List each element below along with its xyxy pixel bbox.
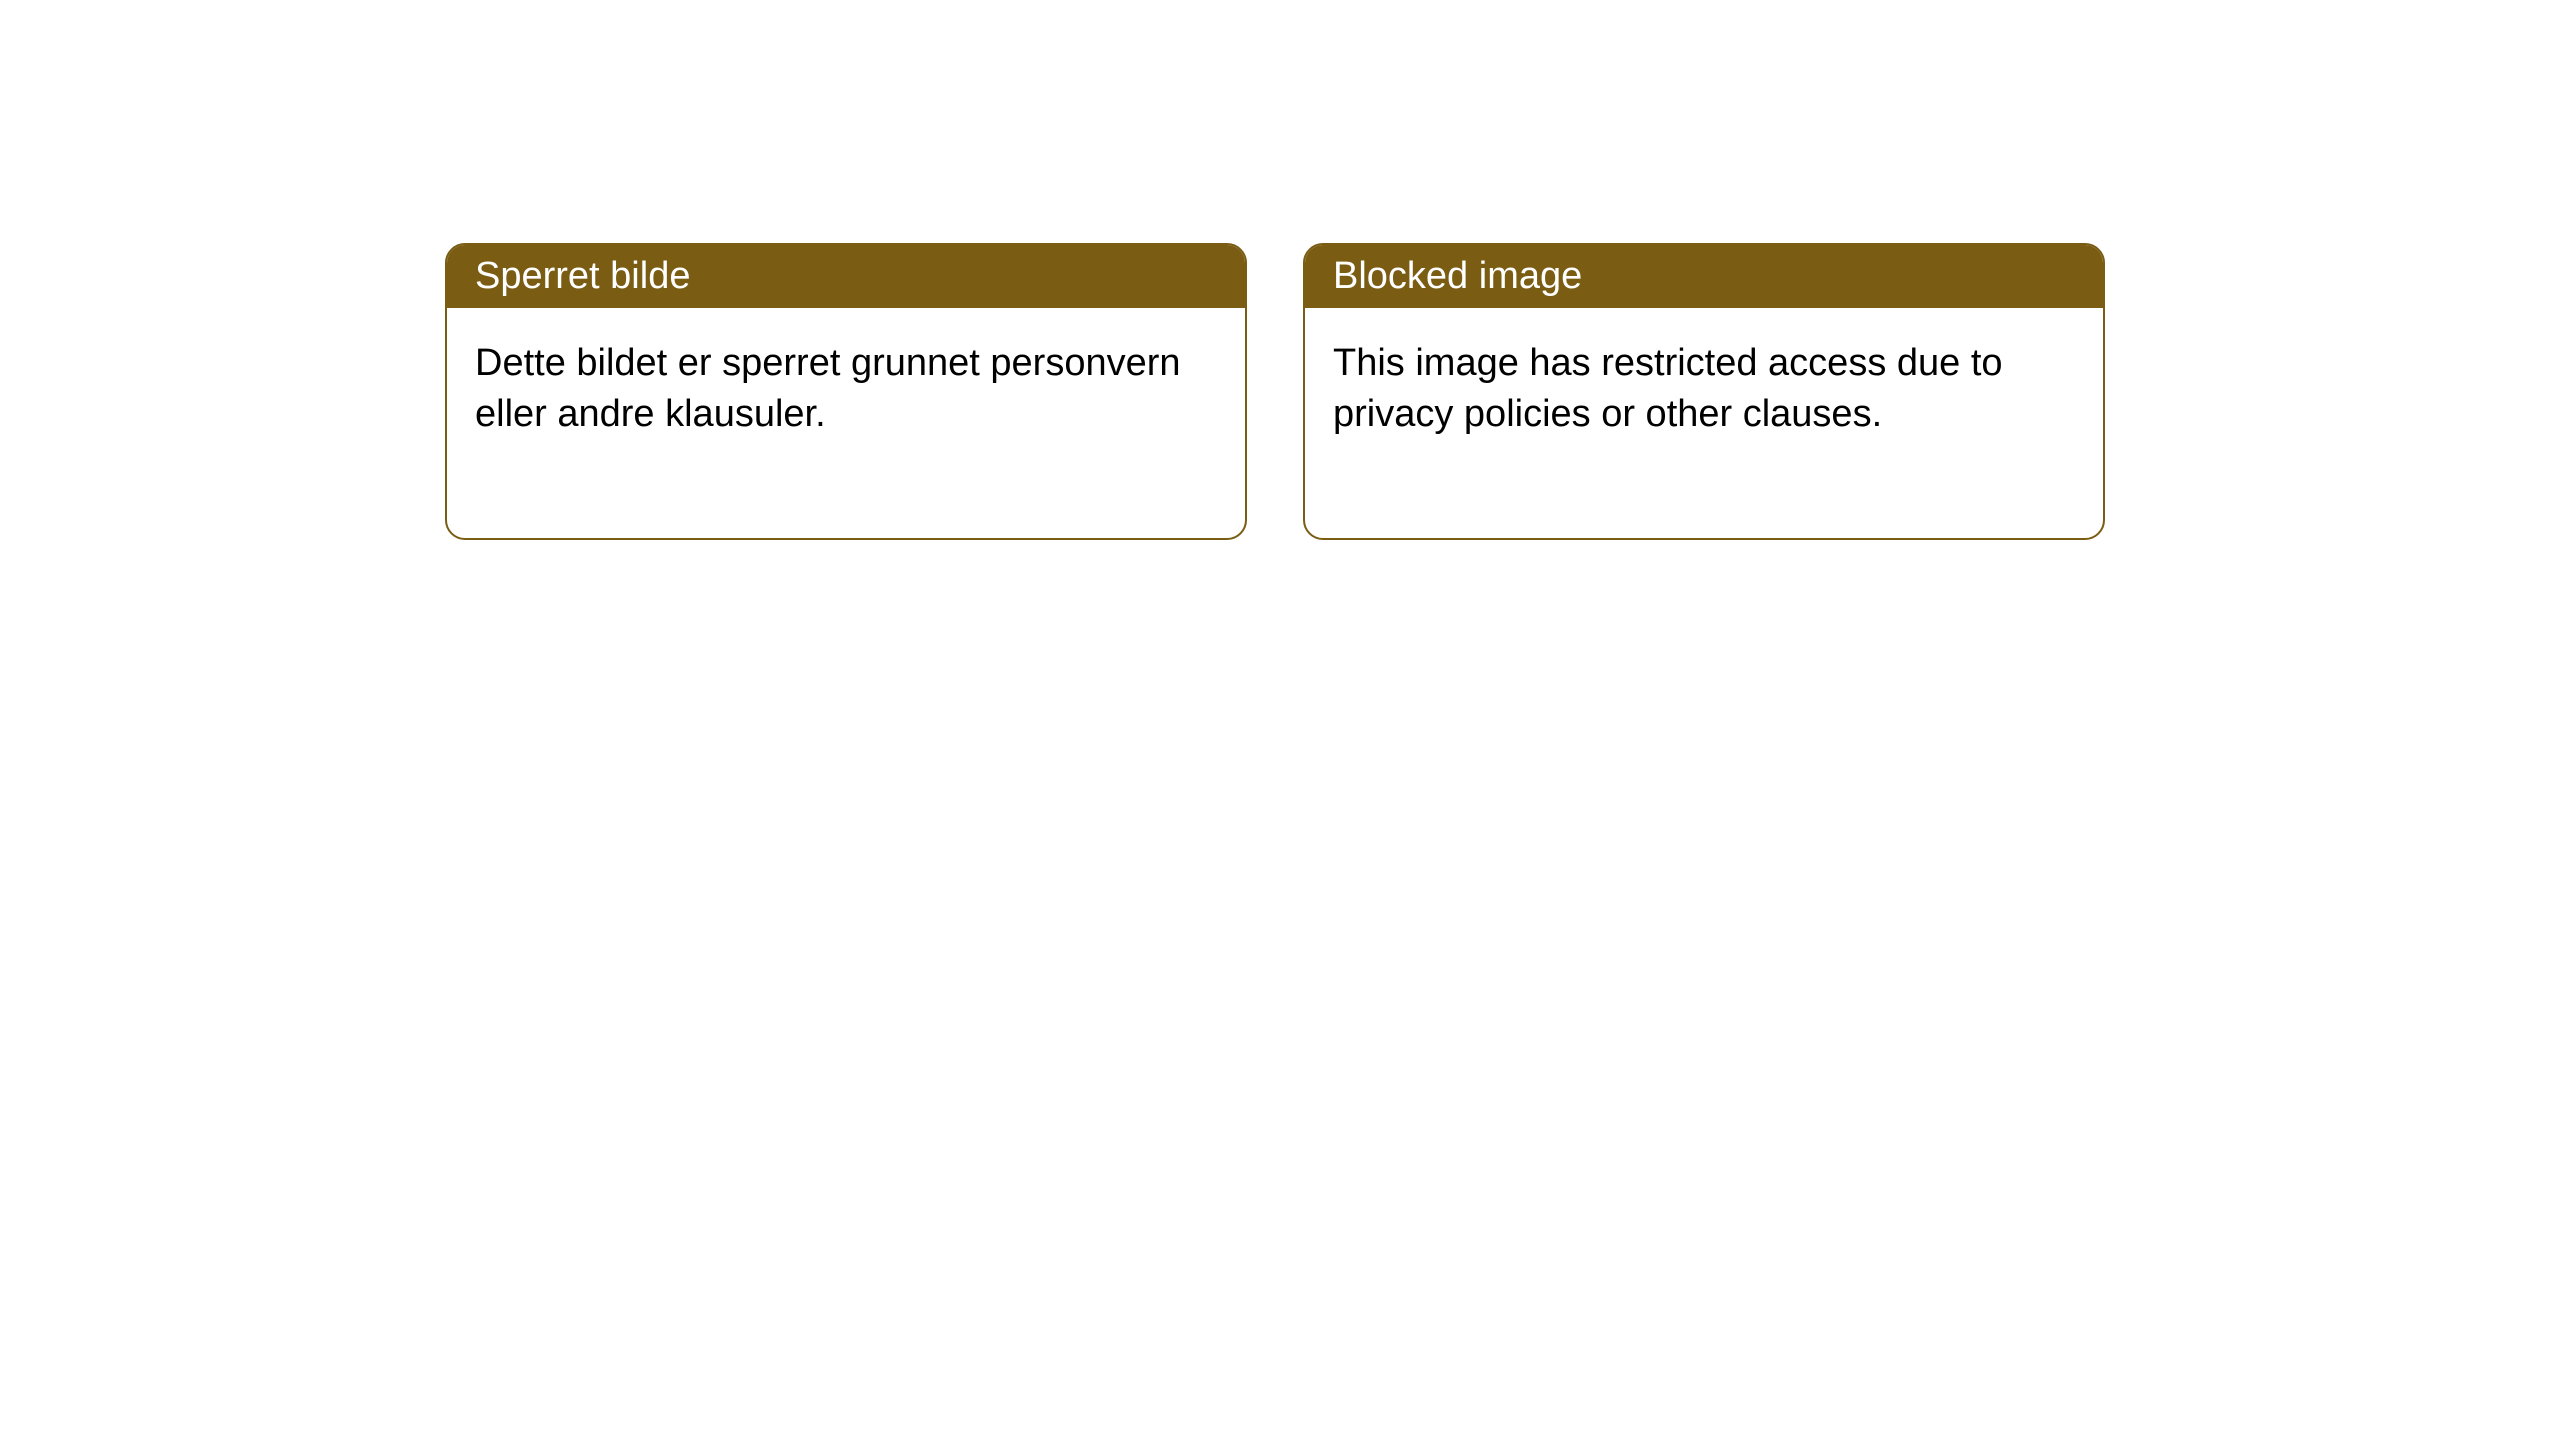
notice-header-english: Blocked image <box>1305 245 2103 308</box>
notice-card-english: Blocked image This image has restricted … <box>1303 243 2105 540</box>
notice-body-english: This image has restricted access due to … <box>1305 308 2103 538</box>
notice-card-norwegian: Sperret bilde Dette bildet er sperret gr… <box>445 243 1247 540</box>
notice-header-norwegian: Sperret bilde <box>447 245 1245 308</box>
notice-text-english: This image has restricted access due to … <box>1333 342 2003 435</box>
notice-container: Sperret bilde Dette bildet er sperret gr… <box>0 0 2560 540</box>
notice-title-english: Blocked image <box>1333 255 1582 297</box>
notice-text-norwegian: Dette bildet er sperret grunnet personve… <box>475 342 1181 435</box>
notice-body-norwegian: Dette bildet er sperret grunnet personve… <box>447 308 1245 538</box>
notice-title-norwegian: Sperret bilde <box>475 255 690 297</box>
